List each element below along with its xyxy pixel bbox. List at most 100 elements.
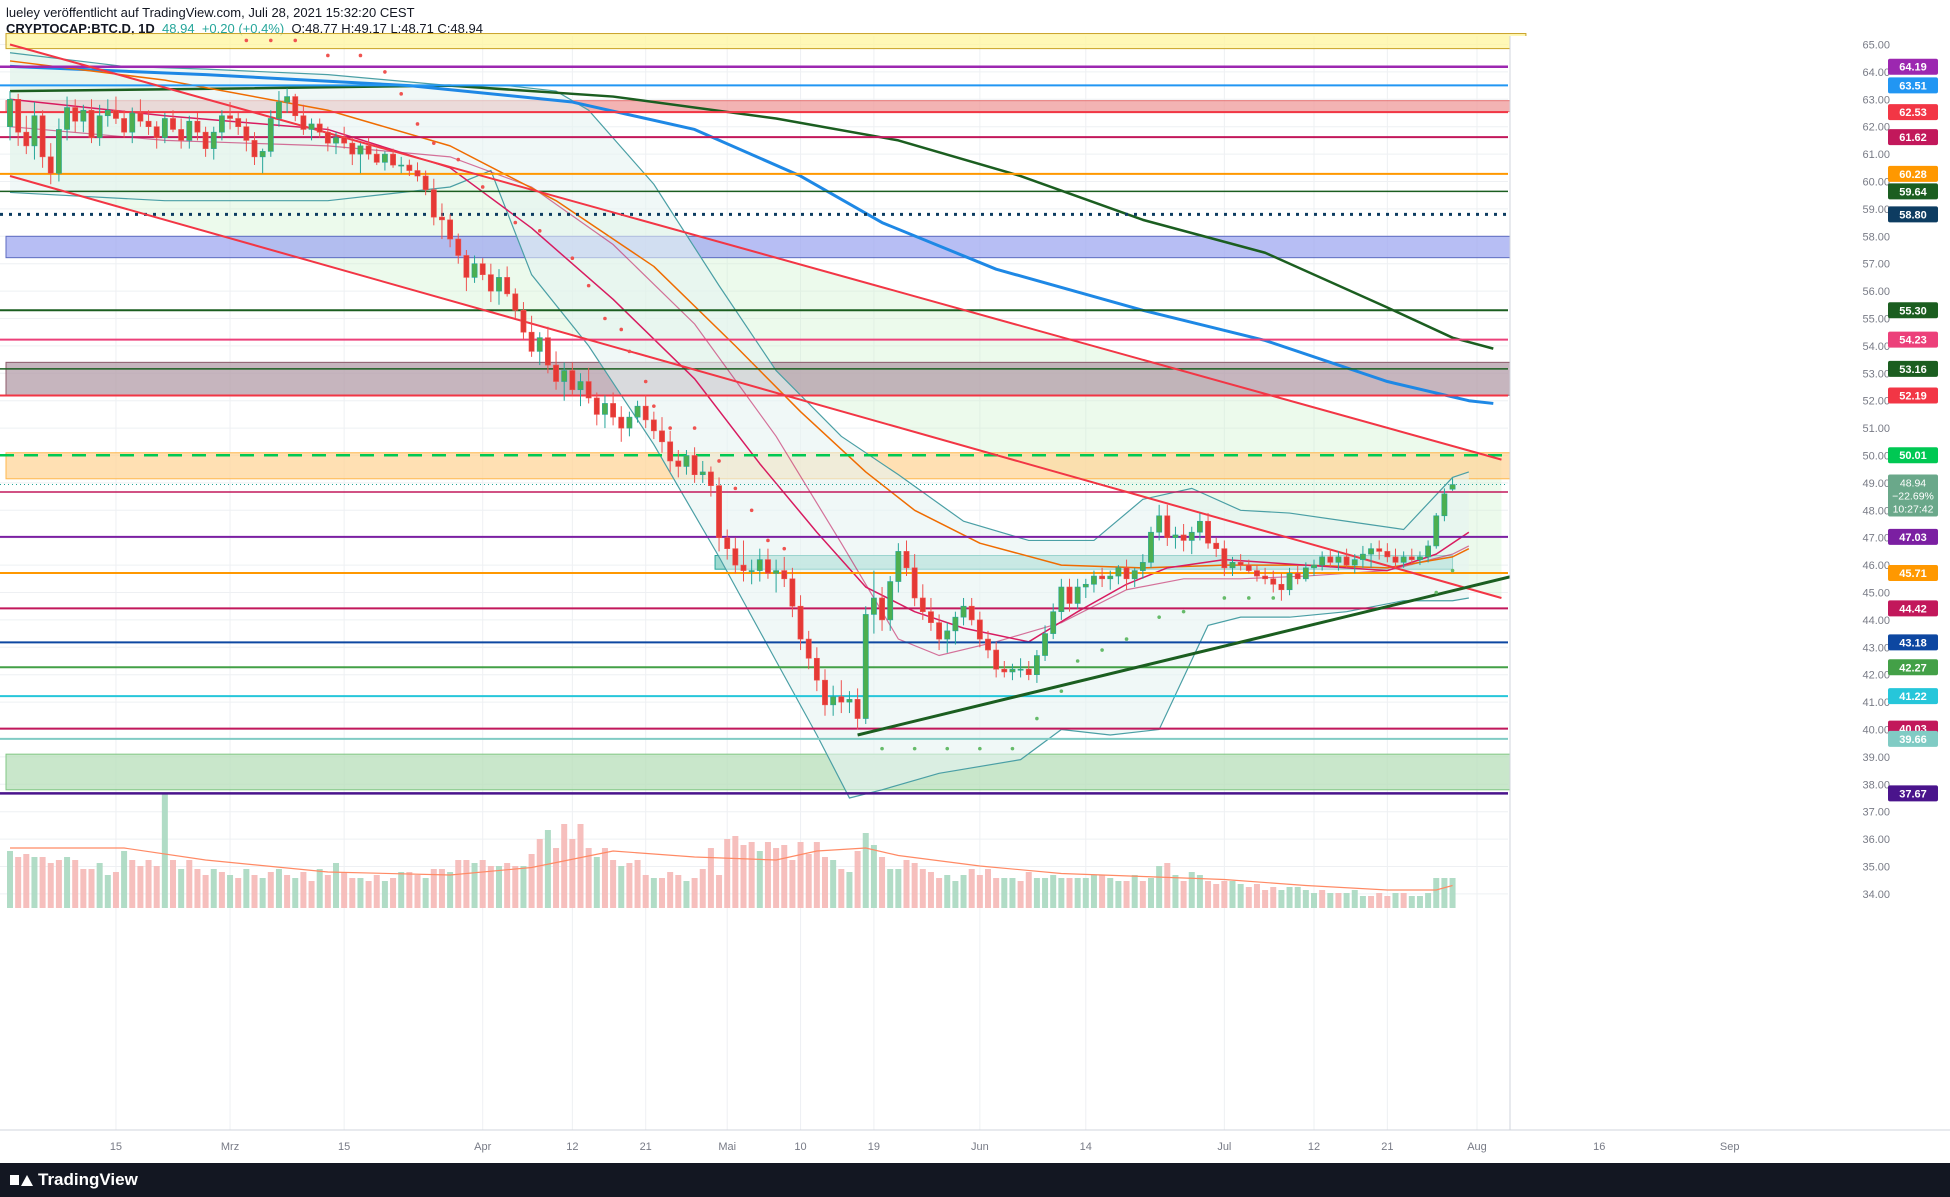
candle-body <box>300 115 307 130</box>
candle-body <box>1425 545 1431 558</box>
volume-bar <box>1213 884 1220 908</box>
candle-body <box>381 153 388 163</box>
sar-dot <box>1434 590 1439 595</box>
volume-bar <box>504 863 511 908</box>
sar-dot <box>1059 689 1064 693</box>
time-axis[interactable]: 15 Mrz 15 Apr 12 21 Mai 10 19 Jun 14 Jul 12 21 Aug 16 Se… <box>0 1129 1950 1163</box>
sar-dot <box>383 70 387 74</box>
volume-bar <box>870 845 877 908</box>
volume-bar <box>55 860 62 908</box>
volume-bar <box>1425 893 1432 908</box>
candle-body <box>178 129 185 141</box>
sar-dot <box>1100 648 1104 652</box>
volume-bar <box>813 842 820 908</box>
sar-dot <box>1181 609 1186 614</box>
volume-bar <box>1335 893 1342 908</box>
volume-bar <box>577 824 584 908</box>
candle-body <box>194 120 201 133</box>
sar-dot <box>1075 659 1080 663</box>
time-tick-label: Jun <box>971 1141 989 1153</box>
price-axis[interactable]: 34.00 35.00 36.00 37.00 38.00 39.00 40.00 41.00… <box>1509 36 1950 1130</box>
volume-bar <box>895 869 902 908</box>
candle-body <box>243 126 250 141</box>
price-badge <box>1888 77 1938 94</box>
candle-body <box>1343 556 1350 566</box>
volume-bar <box>153 866 160 908</box>
volume-bar <box>699 869 706 908</box>
price-badge <box>1888 360 1938 377</box>
volume-bar <box>805 854 812 908</box>
volume-bar <box>1229 881 1236 908</box>
time-tick-label: Jul <box>1217 1141 1231 1153</box>
volume-bar <box>96 863 103 908</box>
sar-dot <box>415 122 420 126</box>
last-price-badge-text: 10:27:42 <box>1893 504 1934 516</box>
price-tick-label: 43.00 <box>1862 642 1890 654</box>
volume-bar <box>1001 878 1008 908</box>
candle-body <box>650 419 657 432</box>
candle-body <box>740 564 747 571</box>
price-badge-label: 50.01 <box>1899 450 1927 462</box>
volume-bar <box>1058 878 1065 908</box>
candle-body <box>960 605 967 618</box>
volume-bar <box>324 875 331 908</box>
symbol-name[interactable]: CRYPTOCAP:BTC.D, 1D <box>6 21 155 36</box>
volume-bar <box>1245 887 1252 908</box>
volume-bar <box>1205 881 1212 908</box>
candle-body <box>602 403 608 415</box>
candle-body <box>496 277 502 292</box>
price-badge-label: 58.80 <box>1899 209 1927 221</box>
volume-bar <box>471 863 478 908</box>
candle-body <box>72 107 79 122</box>
publisher-line: lueley veröffentlicht auf TradingView.co… <box>6 5 415 20</box>
candle-body <box>373 153 380 163</box>
volume-bar <box>1311 893 1317 908</box>
time-tick-label: 16 <box>1593 1141 1605 1153</box>
price-badge-label: 62.53 <box>1899 107 1927 119</box>
volume-bar <box>683 881 690 908</box>
candle-body <box>577 381 584 391</box>
volume-bar <box>993 878 1000 908</box>
sar-dot <box>326 53 330 58</box>
volume-bar <box>496 866 502 908</box>
volume-bar <box>1343 893 1350 908</box>
price-tick-label: 64.00 <box>1862 67 1890 79</box>
tradingview-logo[interactable]: TradingView <box>10 1170 138 1190</box>
candle-body <box>1091 575 1097 585</box>
volume-bar <box>911 863 918 908</box>
sar-dot <box>1157 615 1161 619</box>
candle-body <box>341 137 348 144</box>
volume-bar <box>1449 878 1456 908</box>
candle-body <box>96 115 103 138</box>
candle-body <box>1148 531 1154 563</box>
price-tick-label: 37.00 <box>1862 807 1890 819</box>
volume-bar <box>145 860 152 908</box>
volume-bar <box>553 848 560 908</box>
sar-dot <box>652 404 656 408</box>
candle-body <box>756 559 763 571</box>
price-badge-label: 42.27 <box>1899 662 1927 674</box>
bollinger-lower <box>9 169 1469 799</box>
candle-body <box>781 570 788 580</box>
candle-body <box>854 699 861 719</box>
sar-dot <box>643 379 648 384</box>
candle-body <box>1270 578 1277 585</box>
price-badge-label: 41.22 <box>1899 691 1927 703</box>
bollinger-fill <box>10 52 1469 799</box>
candle-body <box>895 551 902 582</box>
candle-body <box>838 696 845 703</box>
price-tick-label: 50.00 <box>1862 451 1890 463</box>
chart-header: lueley veröffentlicht auf TradingView.co… <box>0 0 1950 36</box>
volume-bar <box>422 878 429 908</box>
price-tick-label: 44.00 <box>1862 615 1890 627</box>
volume-bar <box>838 869 845 908</box>
volume-bar <box>267 872 274 908</box>
price-badge-label: 53.16 <box>1899 364 1927 376</box>
price-badge <box>1888 206 1938 223</box>
volume-bar <box>642 875 649 908</box>
volume-bar <box>667 872 674 908</box>
price-tick-label: 42.00 <box>1862 670 1890 682</box>
volume-bar <box>569 839 576 908</box>
price-badge-label: 43.18 <box>1899 637 1927 649</box>
price-chart[interactable]: 34.00 35.00 36.00 37.00 38.00 39.00 40.00 41.00… <box>0 0 1950 1163</box>
